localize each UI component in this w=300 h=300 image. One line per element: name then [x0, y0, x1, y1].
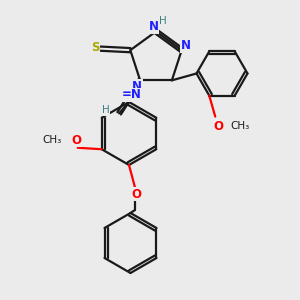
- Text: CH₃: CH₃: [230, 121, 250, 131]
- Text: H: H: [102, 105, 110, 115]
- Text: O: O: [71, 134, 81, 147]
- Text: CH₃: CH₃: [42, 135, 61, 145]
- Text: N: N: [181, 39, 191, 52]
- Text: O: O: [131, 188, 142, 201]
- Text: =N: =N: [122, 88, 142, 101]
- Text: N: N: [132, 80, 142, 93]
- Text: N: N: [148, 20, 159, 34]
- Text: H: H: [159, 16, 167, 26]
- Text: S: S: [91, 41, 99, 54]
- Text: O: O: [213, 120, 223, 133]
